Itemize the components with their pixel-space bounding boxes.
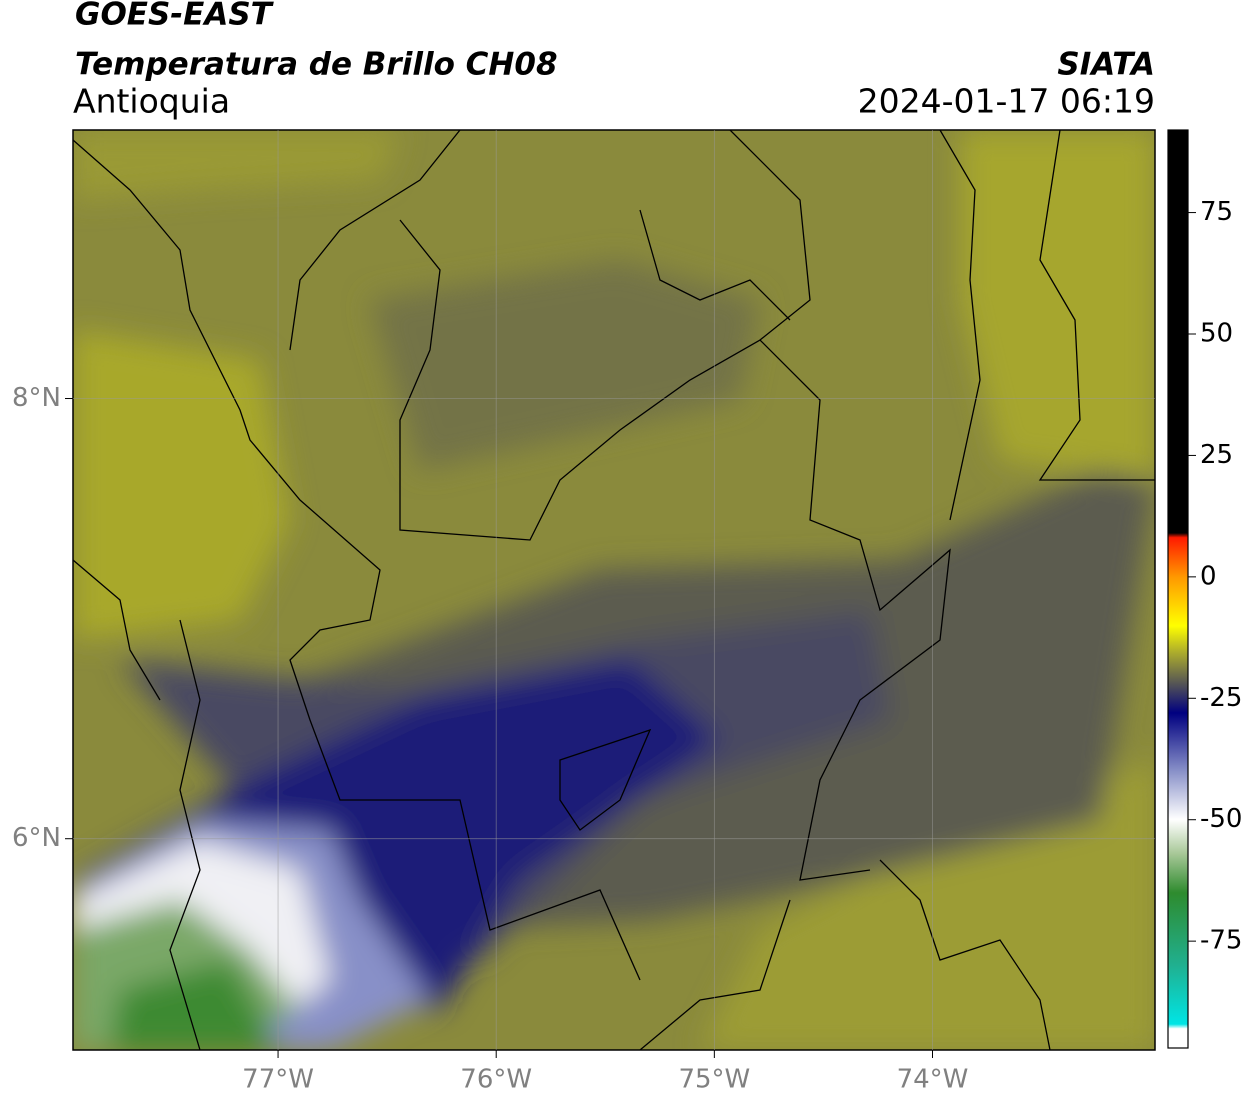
colorbar-tick-label: 75 xyxy=(1200,197,1233,227)
colorbar-tick-label: 0 xyxy=(1200,561,1217,591)
y-tick-label: 8°N xyxy=(12,383,61,413)
y-tick-label: 6°N xyxy=(12,823,61,853)
colorbar-tick-label: -75 xyxy=(1200,926,1242,956)
title: GOES-EAST xyxy=(75,0,275,33)
colorbar-tick-label: -50 xyxy=(1200,804,1242,834)
subtitle: Temperatura de Brillo CH08 xyxy=(75,47,558,83)
datetime: 2024-01-17 06:19 xyxy=(858,82,1155,121)
x-tick-label: 74°W xyxy=(897,1065,969,1095)
x-tick-label: 76°W xyxy=(460,1065,532,1095)
borders xyxy=(73,130,1155,1050)
x-tick-label: 75°W xyxy=(678,1065,750,1095)
x-tick-label: 77°W xyxy=(242,1065,314,1095)
map-frame xyxy=(72,129,1156,1051)
source: SIATA xyxy=(1057,47,1155,83)
colorbar-tick-label: -25 xyxy=(1200,683,1242,713)
colorbar-tick-label: 50 xyxy=(1200,319,1233,349)
colorbar xyxy=(1167,129,1189,1049)
region: Antioquia xyxy=(73,82,230,121)
colorbar-tick-label: 25 xyxy=(1200,440,1233,470)
satellite-image xyxy=(73,130,1155,1050)
